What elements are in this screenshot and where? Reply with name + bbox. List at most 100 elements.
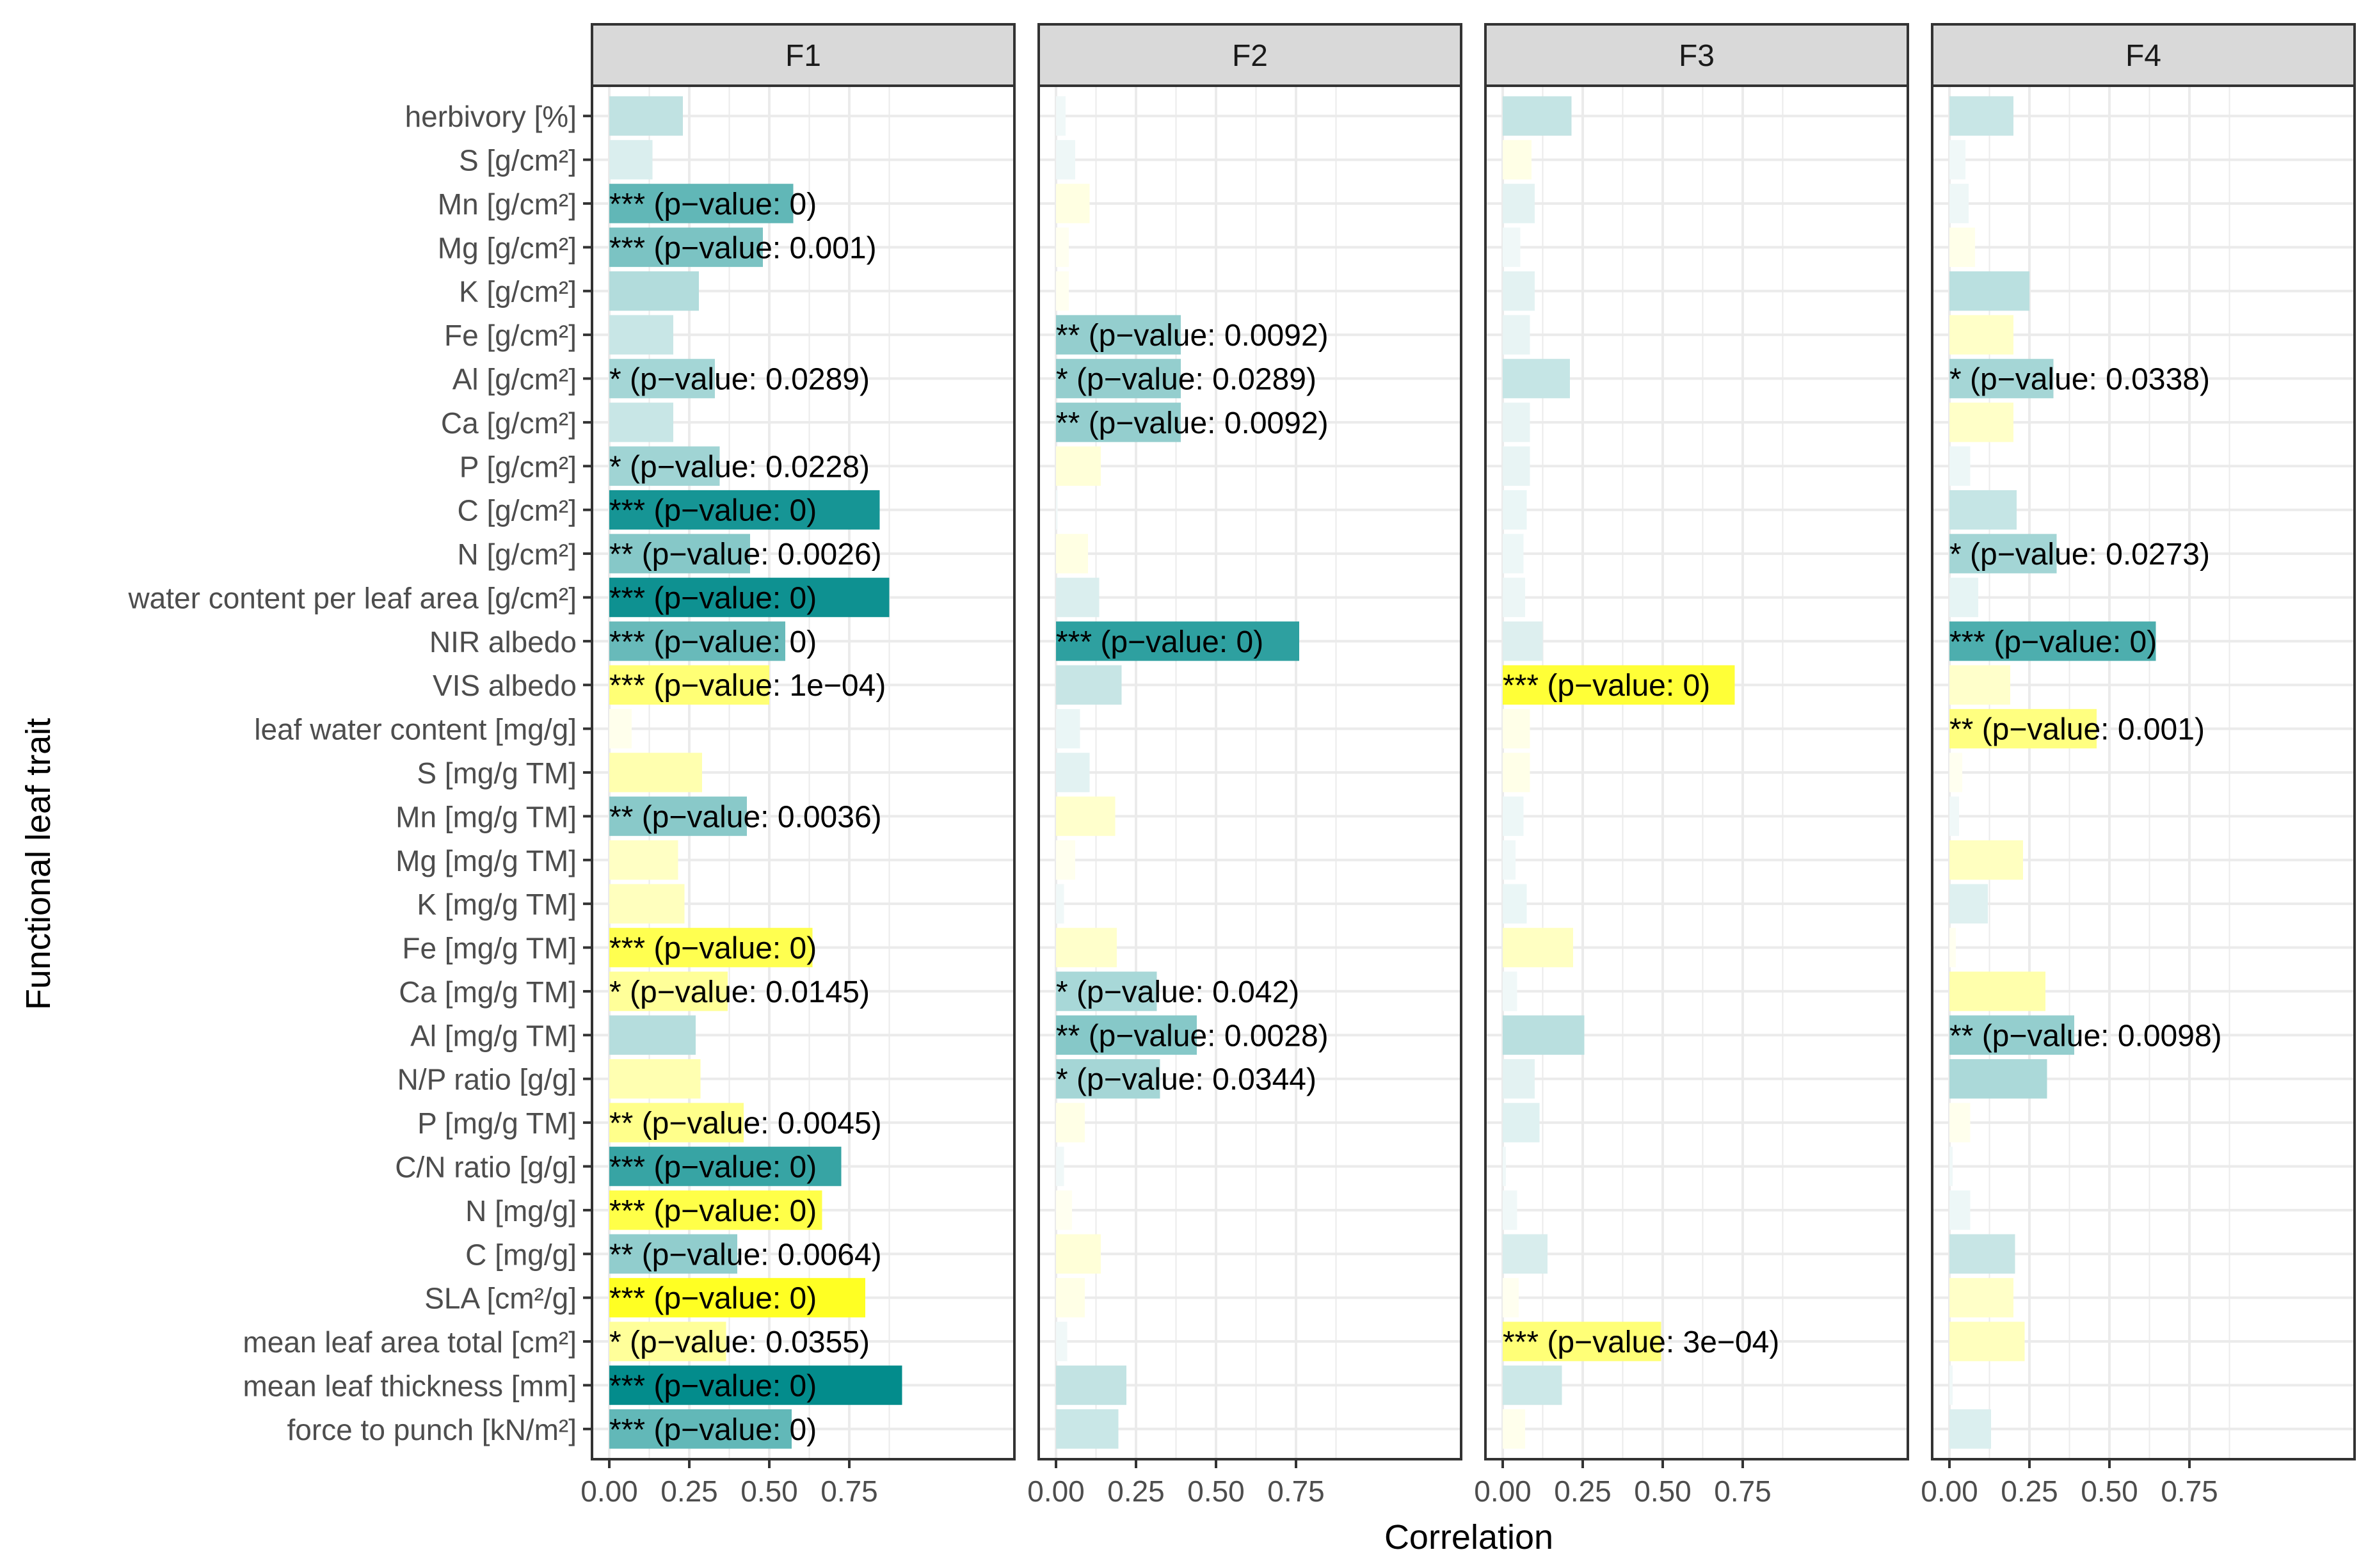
bar	[609, 884, 685, 924]
bar	[1949, 1059, 2047, 1099]
panel-strip	[1484, 23, 1909, 87]
y-tick-label: S [mg/g TM]	[417, 756, 577, 790]
x-axis-title: Correlation	[1384, 1518, 1553, 1556]
bar	[1056, 1190, 1072, 1230]
y-tick-label: N [g/cm²]	[457, 538, 577, 571]
bar	[1056, 96, 1066, 136]
bar-label: * (p−value: 0.0289)	[609, 363, 870, 397]
bar	[1056, 884, 1064, 924]
bar	[1949, 184, 1969, 223]
bar	[609, 621, 785, 661]
bar	[1056, 840, 1075, 880]
bar	[609, 927, 813, 968]
bar	[1503, 972, 1517, 1011]
bar-label: *** (p−value: 0)	[609, 1194, 817, 1228]
bar	[609, 96, 683, 136]
panel-f2: ** (p−value: 0.0092) * (p−value: 0.0289) *…	[1027, 23, 1462, 1508]
panel-strip	[1931, 23, 2356, 87]
y-tick-label: Ca [g/cm²]	[441, 406, 577, 440]
bar	[1949, 884, 1988, 924]
y-tick-label: K [g/cm²]	[459, 275, 577, 308]
bar-label: *** (p−value: 0.001)	[609, 231, 877, 265]
bar	[609, 577, 890, 618]
x-tick-label: 0.00	[580, 1475, 638, 1508]
bar	[1949, 271, 2029, 311]
bar-label: *** (p−value: 0)	[609, 1150, 817, 1184]
bar	[1949, 403, 2013, 442]
bar	[1949, 96, 2013, 136]
bar	[1056, 972, 1157, 1011]
bar	[1949, 621, 2156, 661]
panel-strip-label: F4	[2125, 39, 2161, 73]
x-tick-label: 0.75	[820, 1475, 878, 1508]
x-tick-label: 0.00	[1474, 1475, 1532, 1508]
bar	[1949, 1103, 1971, 1142]
bar	[1056, 184, 1090, 223]
panel-strip-label: F1	[785, 39, 821, 73]
panel-strip-label: F2	[1232, 39, 1268, 73]
panel-strip-label: F3	[1679, 39, 1715, 73]
bar	[1056, 1409, 1119, 1449]
bar-label: *** (p−value: 0)	[1949, 625, 2157, 659]
bar-label: * (p−value: 0.0145)	[609, 975, 870, 1009]
bar	[609, 1103, 744, 1142]
bar	[1949, 708, 2097, 749]
bar	[1949, 796, 1959, 836]
y-tick-label: P [g/cm²]	[460, 450, 577, 483]
bar	[1949, 577, 1978, 618]
bar	[1056, 1103, 1085, 1142]
bar	[609, 796, 747, 836]
bar	[1503, 184, 1535, 223]
bar	[609, 1277, 865, 1318]
bar	[1949, 840, 2023, 880]
bar	[1056, 1015, 1197, 1055]
bar	[1056, 577, 1100, 618]
bar-label: *** (p−value: 0)	[609, 625, 817, 659]
y-tick-label: Ca [mg/g TM]	[399, 975, 577, 1009]
y-tick-label: Mn [g/cm²]	[438, 188, 577, 221]
panel-f4: * (p−value: 0.0338) * (p−value: 0.0273) **…	[1921, 23, 2356, 1508]
bar	[1503, 534, 1524, 573]
bar	[609, 315, 673, 355]
bar	[1056, 796, 1116, 836]
bar	[609, 184, 794, 223]
bar	[1056, 708, 1080, 749]
bar-label: *** (p−value: 0)	[609, 1413, 817, 1447]
panels: *** (p−value: 0) *** (p−value: 0.001) * (p…	[580, 23, 2356, 1508]
bar	[1949, 1409, 1991, 1449]
bar	[1503, 403, 1530, 442]
bar	[1503, 1234, 1548, 1274]
bar	[1503, 1015, 1585, 1055]
y-tick-label: Mg [mg/g TM]	[396, 844, 577, 877]
bar	[1056, 1365, 1126, 1405]
y-tick-label: C/N ratio [g/g]	[395, 1150, 577, 1183]
y-tick-label: SLA [cm²/g]	[424, 1282, 577, 1315]
bar	[1503, 1146, 1506, 1187]
bar	[1503, 927, 1573, 968]
bar	[1503, 1103, 1540, 1142]
bar	[1056, 358, 1181, 399]
bar	[609, 1015, 696, 1055]
bar	[1056, 1277, 1085, 1318]
bar	[1949, 490, 2017, 530]
bar	[1503, 840, 1516, 880]
bar-label: *** (p−value: 0)	[609, 1282, 817, 1316]
bar	[1503, 753, 1530, 792]
bar	[609, 665, 769, 705]
y-tick-label: Mn [mg/g TM]	[396, 800, 577, 833]
bar	[1503, 358, 1570, 399]
y-tick-label: C [mg/g]	[465, 1238, 577, 1271]
bar	[1949, 1234, 2015, 1274]
panel-strip	[1037, 23, 1462, 87]
bar-label: ** (p−value: 0.0036)	[609, 800, 882, 834]
x-tick-label: 0.50	[1187, 1475, 1245, 1508]
bar	[1056, 227, 1069, 268]
x-tick-label: 0.25	[660, 1475, 718, 1508]
panel-strip	[591, 23, 1016, 87]
bar	[609, 1059, 701, 1099]
bar	[609, 403, 673, 442]
bar	[1503, 271, 1535, 311]
panel-f1: *** (p−value: 0) *** (p−value: 0.001) * (p…	[580, 23, 1016, 1508]
bar-label: *** (p−value: 0)	[609, 932, 817, 966]
x-tick-label: 0.75	[1714, 1475, 1772, 1508]
